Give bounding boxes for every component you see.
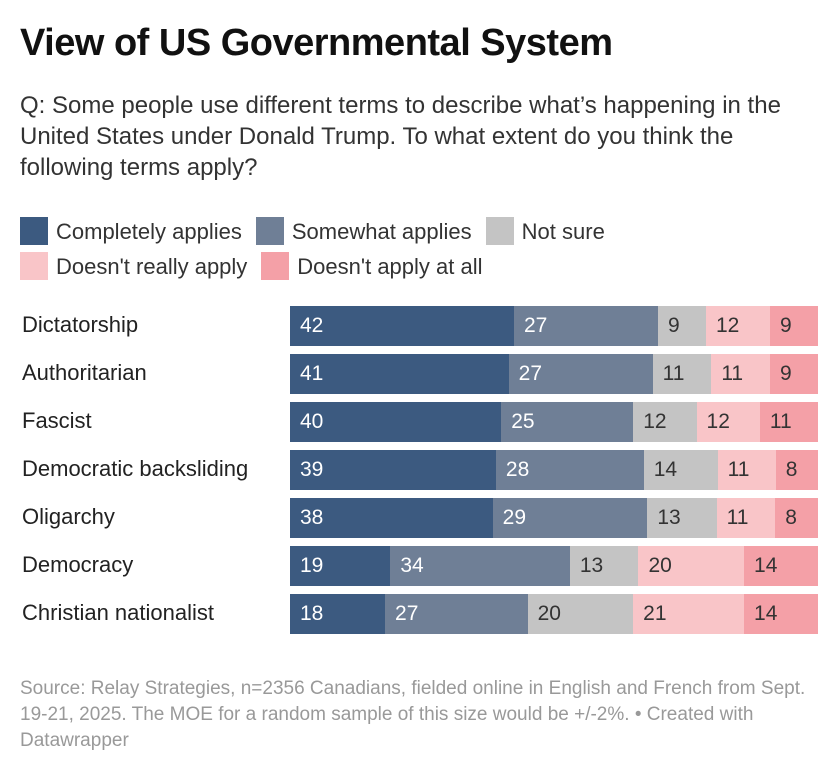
bar-segment: 28 xyxy=(495,450,644,490)
bar-segment: 9 xyxy=(770,306,818,346)
bar-segment: 11 xyxy=(716,498,776,538)
bar-segment: 14 xyxy=(744,594,818,634)
bar-segment: 40 xyxy=(290,402,502,442)
bar-segment: 11 xyxy=(717,450,776,490)
legend-swatch xyxy=(261,252,290,280)
category-label: Fascist xyxy=(22,408,92,433)
bar-segment: 20 xyxy=(527,594,634,634)
bar-segment: 11 xyxy=(711,354,770,394)
category-label: Dictatorship xyxy=(22,312,139,337)
legend-label: Completely applies xyxy=(56,219,242,244)
bar-segment: 27 xyxy=(508,354,653,394)
source-note: Source: Relay Strategies, n=2356 Canadia… xyxy=(20,678,806,751)
bar-row: Christian nationalist 18 27 20 21 14 xyxy=(0,594,840,634)
legend-item: Doesn't really apply xyxy=(20,249,247,284)
bar-row: Democratic backsliding 39 28 14 11 8 xyxy=(0,450,840,490)
legend-label: Doesn't really apply xyxy=(56,254,248,279)
chart-subtitle: Q: Some people use different terms to de… xyxy=(20,92,781,181)
legend-swatch xyxy=(255,217,284,245)
legend-label: Somewhat applies xyxy=(291,219,472,244)
bar-segment: 18 xyxy=(290,594,386,634)
bar-segment: 29 xyxy=(492,498,648,538)
bar-segment: 27 xyxy=(514,306,658,346)
category-label: Christian nationalist xyxy=(22,600,214,625)
bar-segment: 9 xyxy=(658,306,706,346)
bar-segment: 8 xyxy=(775,498,818,538)
bar-segment: 13 xyxy=(647,498,717,538)
bar-row: Oligarchy 38 29 13 11 8 xyxy=(0,498,840,538)
legend-swatch xyxy=(20,217,48,245)
category-label: Democratic backsliding xyxy=(22,456,249,481)
bar-segment: 20 xyxy=(638,546,745,586)
bar-segment: 12 xyxy=(696,402,760,442)
legend-item: Doesn't apply at all xyxy=(261,249,483,284)
legend-item: Somewhat applies xyxy=(255,214,472,249)
bar-row: Dictatorship 42 27 9 12 9 xyxy=(0,306,840,346)
legend-item: Not sure xyxy=(485,214,605,249)
chart-title: View of US Governmental System xyxy=(20,22,613,64)
bar-segment: 14 xyxy=(643,450,718,490)
bar-segment: 19 xyxy=(290,546,391,586)
bar-segment: 12 xyxy=(706,306,770,346)
bar-row: Fascist 40 25 12 12 11 xyxy=(0,402,840,442)
bar-segment: 34 xyxy=(390,546,570,586)
bar-segment: 27 xyxy=(385,594,528,634)
bar-row: Democracy 19 34 13 20 14 xyxy=(0,546,840,586)
category-label: Oligarchy xyxy=(22,504,115,529)
legend-swatch xyxy=(20,252,48,280)
legend-item: Completely applies xyxy=(20,214,242,249)
bar-segment: 8 xyxy=(775,450,818,490)
bar-segment: 25 xyxy=(501,402,634,442)
bar-segment: 11 xyxy=(759,402,818,442)
bar-segment: 38 xyxy=(290,498,493,538)
category-label: Democracy xyxy=(22,552,134,577)
bar-segment: 14 xyxy=(744,546,818,586)
bar-segment: 41 xyxy=(290,354,509,394)
legend: Completely applies Somewhat applies Not su… xyxy=(20,214,820,284)
bar-segment: 12 xyxy=(633,402,697,442)
legend-label: Not sure xyxy=(521,219,605,244)
bar-segment: 21 xyxy=(633,594,745,634)
bar-segment: 42 xyxy=(290,306,514,346)
legend-label: Doesn't apply at all xyxy=(297,254,483,279)
bar-segment: 13 xyxy=(569,546,639,586)
bar-segment: 11 xyxy=(652,354,712,394)
category-label: Authoritarian xyxy=(22,360,147,385)
bar-row: Authoritarian 41 27 11 11 9 xyxy=(0,354,840,394)
bar-segment: 39 xyxy=(290,450,496,490)
legend-swatch xyxy=(485,217,514,245)
bar-segment: 9 xyxy=(769,354,818,394)
